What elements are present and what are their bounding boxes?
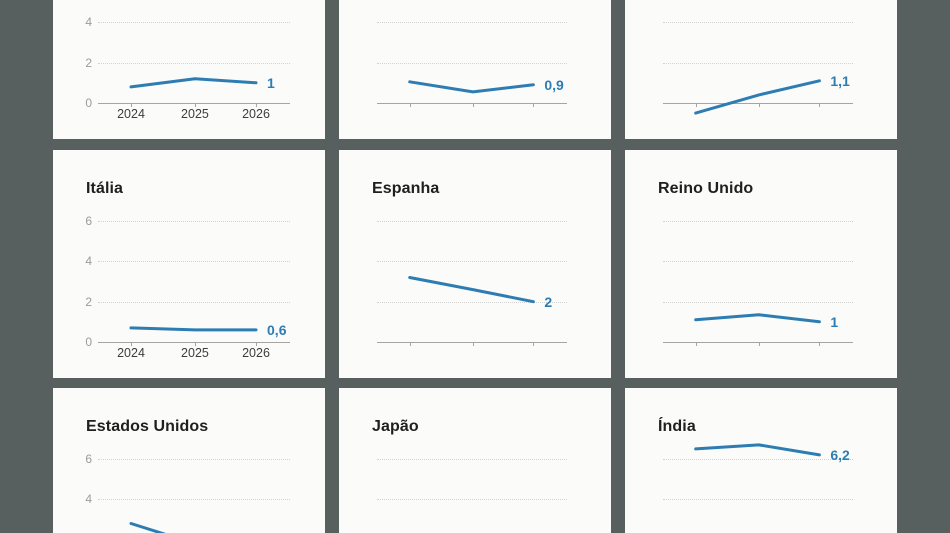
chart-panel-r1c3: 1,1	[625, 0, 897, 139]
x-axis-tick	[256, 103, 258, 107]
gridline-4	[377, 261, 567, 263]
y-axis-label: 2	[85, 294, 92, 309]
gridline-2	[377, 301, 567, 303]
gridline-4	[98, 261, 290, 263]
y-axis-label: 6	[85, 451, 92, 466]
x-axis-tick	[131, 103, 133, 107]
panel-title: Estados Unidos	[86, 418, 209, 435]
gridline-2	[663, 62, 853, 64]
gridline-4	[98, 499, 290, 501]
x-axis-tick	[131, 342, 133, 346]
gridline-2	[98, 62, 290, 64]
trend-line	[408, 276, 535, 304]
x-axis-label: 2026	[242, 107, 270, 121]
x-axis-tick	[409, 103, 411, 107]
trend-line	[694, 443, 821, 457]
trend-line	[694, 79, 821, 115]
x-axis-line	[377, 342, 567, 343]
chart-panel-r1c1: 02462024202520261	[53, 0, 325, 139]
x-axis-tick	[472, 342, 474, 346]
x-axis-tick	[194, 342, 196, 346]
trend-line	[129, 77, 258, 89]
x-axis-tick	[533, 103, 535, 107]
value-label: 1	[267, 74, 275, 91]
gridline-4	[663, 499, 853, 501]
trend-polyline	[694, 79, 821, 115]
x-axis-tick	[472, 103, 474, 107]
trend-line	[408, 80, 535, 94]
chart-panel-estados-unidos: Estados Unidos0246202420252026	[53, 388, 325, 533]
gridline-4	[663, 22, 853, 24]
gridline-6	[377, 220, 567, 222]
gridline-4	[663, 261, 853, 263]
gridline-6	[663, 220, 853, 222]
value-label: 0,9	[544, 76, 564, 93]
gridline-4	[98, 22, 290, 24]
gridline-6	[377, 458, 567, 460]
value-label: 2	[544, 293, 553, 310]
chart-panel-india: Índia 6,2	[625, 388, 897, 533]
gridline-2	[377, 62, 567, 64]
y-axis-label: 4	[85, 254, 92, 269]
value-label: 1,1	[830, 72, 850, 89]
x-axis-tick	[758, 342, 760, 346]
x-axis-line	[377, 103, 567, 104]
x-axis-line	[663, 103, 853, 104]
trend-polyline	[408, 80, 535, 94]
chart-panel-espanha: Espanha 2	[339, 150, 611, 378]
x-axis-label: 2026	[242, 346, 270, 360]
gridline-4	[377, 499, 567, 501]
x-axis-label: 2025	[181, 107, 209, 121]
x-axis-tick	[533, 342, 535, 346]
y-axis-label: 4	[85, 492, 92, 507]
x-axis-label: 2025	[181, 346, 209, 360]
gridline-2	[98, 301, 290, 303]
x-axis-tick	[194, 103, 196, 107]
y-axis-label: 6	[85, 213, 92, 228]
x-axis-tick	[819, 342, 821, 346]
y-axis-label: 0	[85, 96, 92, 110]
chart-panel-r1c2: 0,9	[339, 0, 611, 139]
value-label: 6,2	[830, 446, 850, 463]
trend-polyline	[408, 276, 535, 304]
trend-line	[129, 326, 258, 332]
panel-title: Itália	[86, 180, 124, 197]
x-axis-tick	[695, 103, 697, 107]
panel-title: Reino Unido	[658, 180, 754, 197]
x-axis-tick	[256, 342, 258, 346]
panel-title: Índia	[658, 418, 696, 435]
x-axis-line	[98, 103, 290, 104]
gridline-6	[663, 458, 853, 460]
value-label: 1	[830, 313, 839, 330]
trend-polyline	[129, 522, 167, 533]
chart-panel-italia: Itália 0 2 4 6 2024 2025 2026 0,6	[53, 150, 325, 378]
chart-panel-japao: Japão	[339, 388, 611, 533]
gridline-4	[377, 22, 567, 24]
value-label: 0,6	[267, 321, 287, 338]
trend-line	[694, 313, 821, 324]
x-axis-tick	[819, 103, 821, 107]
gridline-6	[98, 458, 290, 460]
x-axis-line	[98, 342, 290, 343]
y-axis-label: 4	[85, 15, 92, 30]
y-axis-label: 0	[85, 335, 92, 349]
panel-title: Japão	[372, 418, 419, 435]
x-axis-tick	[695, 342, 697, 346]
x-axis-label: 2024	[117, 346, 145, 360]
trend-line	[129, 522, 167, 533]
panel-title: Espanha	[372, 180, 440, 197]
chart-panel-reino-unido: Reino Unido 1	[625, 150, 897, 378]
gridline-2	[663, 301, 853, 303]
trend-polyline	[129, 326, 258, 332]
x-axis-tick	[409, 342, 411, 346]
y-axis-label: 2	[85, 55, 92, 70]
trend-polyline	[694, 443, 821, 457]
trend-polyline	[129, 77, 258, 89]
x-axis-label: 2024	[117, 107, 145, 121]
x-axis-line	[663, 342, 853, 343]
gridline-6	[98, 220, 290, 222]
trend-polyline	[694, 313, 821, 324]
x-axis-tick	[758, 103, 760, 107]
